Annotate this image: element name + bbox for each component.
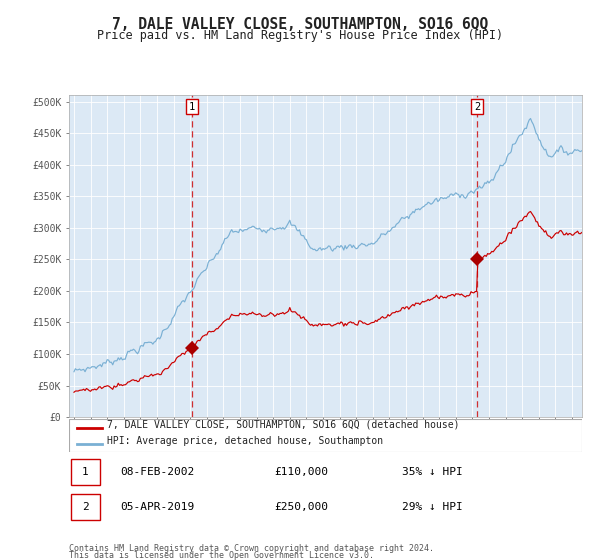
Bar xyxy=(71,494,100,520)
Text: £110,000: £110,000 xyxy=(274,467,328,477)
Text: 1: 1 xyxy=(82,467,89,477)
Text: £250,000: £250,000 xyxy=(274,502,328,512)
Text: 05-APR-2019: 05-APR-2019 xyxy=(121,502,194,512)
Text: 29% ↓ HPI: 29% ↓ HPI xyxy=(403,502,463,512)
Text: 2: 2 xyxy=(474,102,480,111)
Text: 08-FEB-2002: 08-FEB-2002 xyxy=(121,467,194,477)
Text: 1: 1 xyxy=(189,102,195,111)
Bar xyxy=(71,459,100,485)
Text: 35% ↓ HPI: 35% ↓ HPI xyxy=(403,467,463,477)
Text: 7, DALE VALLEY CLOSE, SOUTHAMPTON, SO16 6QQ: 7, DALE VALLEY CLOSE, SOUTHAMPTON, SO16 … xyxy=(112,17,488,32)
Text: Price paid vs. HM Land Registry's House Price Index (HPI): Price paid vs. HM Land Registry's House … xyxy=(97,29,503,42)
Text: 2: 2 xyxy=(82,502,89,512)
Text: 7, DALE VALLEY CLOSE, SOUTHAMPTON, SO16 6QQ (detached house): 7, DALE VALLEY CLOSE, SOUTHAMPTON, SO16 … xyxy=(107,419,460,430)
Text: HPI: Average price, detached house, Southampton: HPI: Average price, detached house, Sout… xyxy=(107,436,383,446)
Text: This data is licensed under the Open Government Licence v3.0.: This data is licensed under the Open Gov… xyxy=(69,551,374,560)
Text: Contains HM Land Registry data © Crown copyright and database right 2024.: Contains HM Land Registry data © Crown c… xyxy=(69,544,434,553)
